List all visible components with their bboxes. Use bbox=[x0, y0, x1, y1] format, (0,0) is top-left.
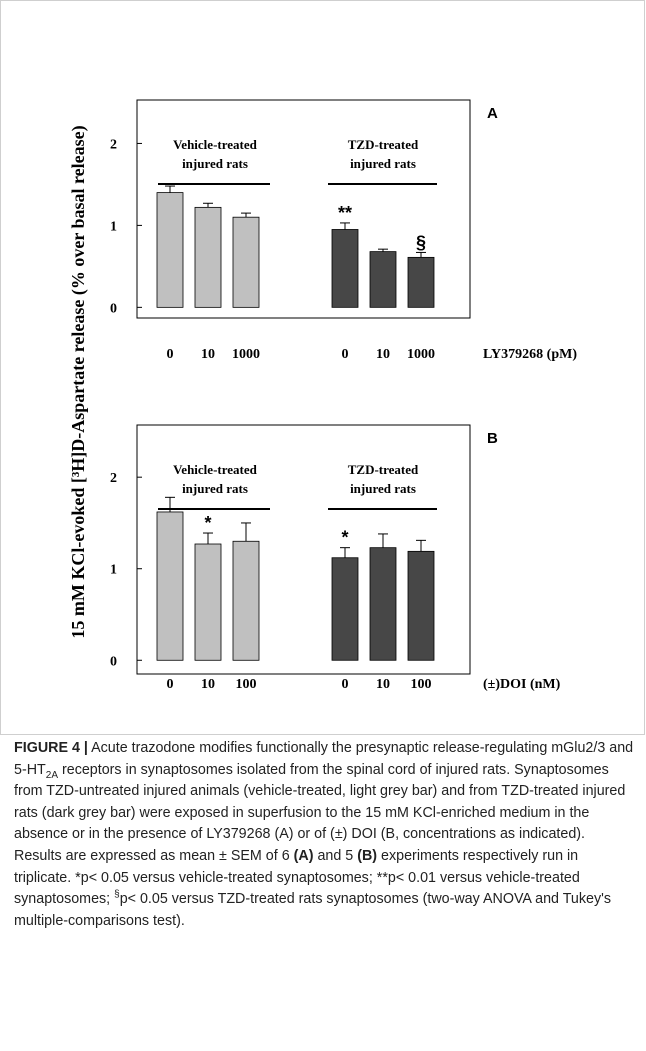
caption-bold: (B) bbox=[357, 847, 378, 864]
significance-marker: * bbox=[341, 528, 348, 548]
bar bbox=[232, 216, 260, 308]
group-label: injured rats bbox=[182, 156, 248, 171]
x-tick-label: 0 bbox=[167, 347, 174, 362]
panel-label: A bbox=[487, 105, 498, 122]
significance-marker: ** bbox=[338, 203, 352, 223]
bar bbox=[194, 543, 222, 661]
group-label: injured rats bbox=[182, 481, 248, 496]
x-axis-label: (±)DOI (nM) bbox=[483, 677, 561, 692]
bar bbox=[156, 192, 184, 308]
significance-marker: * bbox=[204, 513, 211, 533]
figure: 15 mM KCl-evoked [³H]D-Aspartate release… bbox=[0, 0, 645, 735]
bar bbox=[156, 511, 184, 661]
y-tick-label: 0 bbox=[110, 654, 117, 669]
x-tick-label: 10 bbox=[376, 677, 390, 692]
caption-text: and 5 bbox=[313, 847, 358, 864]
plot-frame bbox=[136, 424, 471, 675]
x-tick-label: 10 bbox=[376, 347, 390, 362]
x-tick-label: 0 bbox=[342, 347, 349, 362]
bar bbox=[331, 229, 359, 308]
caption: FIGURE 4 | Acute trazodone modifies func… bbox=[14, 738, 636, 932]
group-label: Vehicle-treated bbox=[173, 137, 258, 152]
caption-text: Acute trazodone modifies functionally th… bbox=[14, 740, 634, 778]
bar bbox=[369, 547, 397, 661]
caption-sup: § bbox=[114, 889, 120, 901]
bar bbox=[407, 256, 435, 308]
x-tick-label: 10 bbox=[201, 347, 215, 362]
x-tick-label: 1000 bbox=[407, 347, 435, 362]
y-tick-label: 2 bbox=[110, 471, 117, 486]
x-tick-label: 1000 bbox=[232, 347, 260, 362]
caption-label: FIGURE 4 | bbox=[14, 740, 88, 756]
x-tick-label: 100 bbox=[411, 677, 432, 692]
caption-text: p< 0.05 versus TZD-treated rats synaptos… bbox=[14, 891, 611, 929]
y-axis-label: 15 mM KCl-evoked [³H]D-Aspartate release… bbox=[68, 125, 89, 638]
x-tick-label: 0 bbox=[167, 677, 174, 692]
bar bbox=[331, 557, 359, 661]
bar bbox=[232, 540, 260, 661]
frame bbox=[0, 0, 645, 735]
y-tick-label: 1 bbox=[110, 219, 117, 234]
caption-sub: 2A bbox=[45, 769, 59, 781]
group-label: TZD-treated bbox=[348, 462, 419, 477]
x-axis-label: LY379268 (pM) bbox=[483, 347, 577, 362]
group-label: injured rats bbox=[350, 156, 416, 171]
bar bbox=[369, 251, 397, 308]
group-label: Vehicle-treated bbox=[173, 462, 258, 477]
x-tick-label: 100 bbox=[236, 677, 257, 692]
group-label: injured rats bbox=[350, 481, 416, 496]
x-tick-label: 0 bbox=[342, 677, 349, 692]
panel-label: B bbox=[487, 430, 498, 447]
bar bbox=[407, 550, 435, 661]
y-tick-label: 1 bbox=[110, 563, 117, 578]
caption-text: receptors in synaptosomes isolated from … bbox=[14, 761, 626, 864]
y-tick-label: 0 bbox=[110, 301, 117, 316]
y-tick-label: 2 bbox=[110, 137, 117, 152]
bar bbox=[194, 206, 222, 308]
x-tick-label: 10 bbox=[201, 677, 215, 692]
plot-frame bbox=[136, 99, 471, 319]
group-label: TZD-treated bbox=[348, 137, 419, 152]
caption-bold: (A) bbox=[293, 847, 314, 864]
caption-text: experiments respectively run in triplica… bbox=[14, 847, 580, 908]
significance-marker: § bbox=[416, 232, 426, 252]
